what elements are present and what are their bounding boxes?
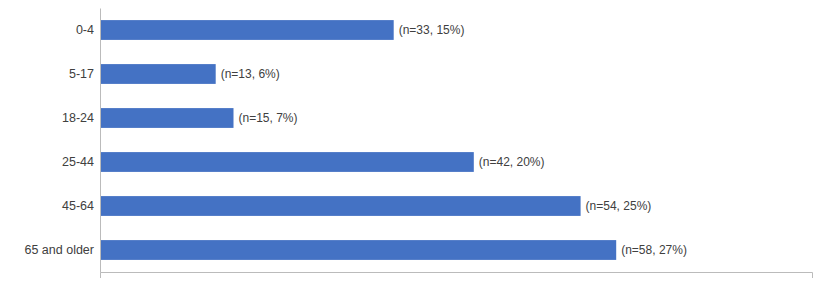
data-label: (n=15, 7%) bbox=[239, 111, 298, 125]
y-tick: 65 and older bbox=[24, 243, 100, 257]
x-axis bbox=[101, 273, 813, 279]
y-tick-label: 18-24 bbox=[62, 111, 94, 125]
data-label: (n=13, 6%) bbox=[221, 67, 280, 81]
x-axis-line bbox=[101, 273, 813, 279]
bars bbox=[100, 20, 616, 260]
bar bbox=[100, 64, 216, 84]
y-tick-label: 45-64 bbox=[62, 199, 94, 213]
bar bbox=[100, 240, 616, 260]
bar bbox=[100, 20, 394, 40]
plot: (n=33, 15%) (n=13, 6%) (n=15, 7%) (n=42, 20… bbox=[24, 9, 812, 279]
y-axis: 0-4 5-17 18-24 25-44 45-64 65 and older bbox=[24, 9, 100, 273]
data-label: (n=54, 25%) bbox=[586, 199, 652, 213]
y-tick-label: 65 and older bbox=[24, 243, 94, 257]
y-tick-label: 0-4 bbox=[76, 23, 94, 37]
data-label: (n=33, 15%) bbox=[399, 23, 465, 37]
bar bbox=[100, 108, 234, 128]
y-tick: 25-44 bbox=[62, 155, 100, 169]
y-tick: 5-17 bbox=[69, 67, 100, 81]
y-tick: 18-24 bbox=[62, 111, 100, 125]
chart: (n=33, 15%) (n=13, 6%) (n=15, 7%) (n=42, 20… bbox=[0, 0, 832, 286]
data-label: (n=42, 20%) bbox=[479, 155, 545, 169]
y-axis-line bbox=[100, 9, 101, 273]
y-tick-label: 25-44 bbox=[62, 155, 94, 169]
data-labels: (n=33, 15%) (n=13, 6%) (n=15, 7%) (n=42, 20… bbox=[221, 23, 687, 257]
data-label: (n=58, 27%) bbox=[621, 243, 687, 257]
y-tick: 0-4 bbox=[76, 23, 100, 37]
y-tick: 45-64 bbox=[62, 199, 100, 213]
bar bbox=[100, 152, 474, 172]
bar bbox=[100, 196, 581, 216]
y-tick-label: 5-17 bbox=[69, 67, 94, 81]
